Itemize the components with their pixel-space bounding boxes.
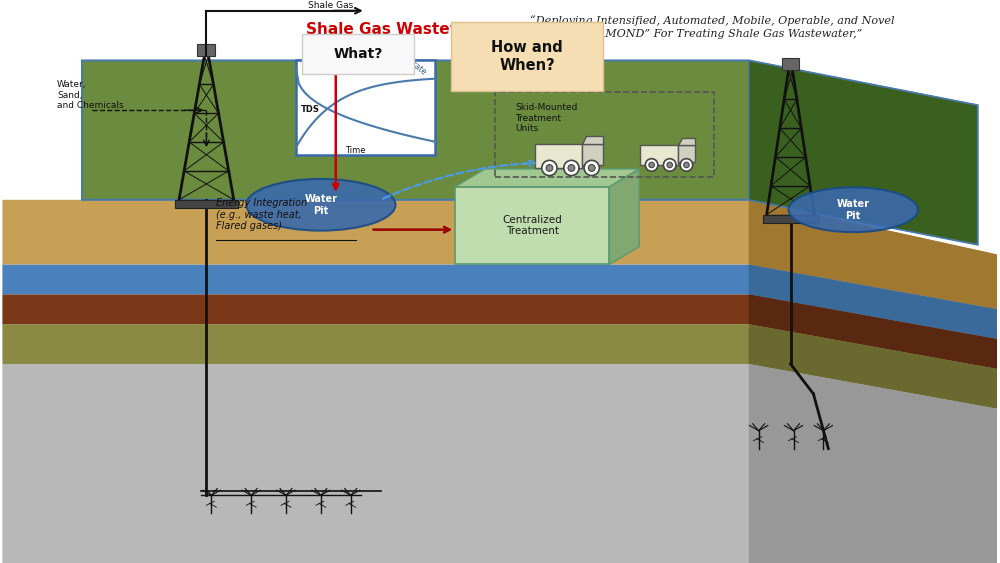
Ellipse shape: [568, 164, 575, 171]
Text: How and
When?: How and When?: [491, 41, 563, 73]
Ellipse shape: [663, 159, 676, 171]
Text: Energy Integration
(e.g., waste heat,
Flared gases): Energy Integration (e.g., waste heat, Fl…: [216, 198, 308, 231]
Polygon shape: [2, 200, 997, 309]
Polygon shape: [455, 169, 639, 187]
Ellipse shape: [246, 179, 395, 231]
Polygon shape: [749, 324, 997, 409]
Polygon shape: [582, 136, 603, 144]
FancyBboxPatch shape: [302, 34, 414, 74]
Ellipse shape: [564, 160, 579, 176]
Bar: [197, 43, 215, 56]
Polygon shape: [2, 265, 997, 339]
Bar: [678, 145, 695, 162]
Polygon shape: [82, 60, 978, 244]
Bar: [640, 145, 678, 165]
Ellipse shape: [542, 160, 557, 176]
Ellipse shape: [546, 164, 553, 171]
Bar: [582, 144, 603, 164]
Bar: [535, 144, 582, 168]
Polygon shape: [678, 138, 695, 145]
Polygon shape: [749, 265, 997, 339]
Text: Shale Gas Wastewater: Shale Gas Wastewater: [306, 21, 499, 37]
Bar: [175, 200, 238, 208]
FancyBboxPatch shape: [451, 21, 603, 91]
Text: Flowrate: Flowrate: [396, 49, 428, 77]
Bar: [455, 187, 609, 265]
Polygon shape: [749, 60, 978, 244]
Polygon shape: [749, 200, 997, 309]
Ellipse shape: [789, 187, 918, 232]
Text: Time: Time: [345, 146, 365, 155]
Text: Water,
Sand,
and Chemicals: Water, Sand, and Chemicals: [57, 81, 124, 110]
Bar: [782, 59, 799, 70]
Text: What?: What?: [333, 47, 383, 61]
Bar: [296, 60, 435, 155]
Text: Centralized
Treatment: Centralized Treatment: [502, 215, 562, 236]
Polygon shape: [749, 364, 997, 563]
Polygon shape: [749, 294, 997, 369]
Ellipse shape: [588, 164, 595, 171]
Text: Water
Pit: Water Pit: [837, 199, 870, 221]
Ellipse shape: [667, 162, 672, 168]
Ellipse shape: [649, 162, 654, 168]
Ellipse shape: [584, 160, 599, 176]
Polygon shape: [2, 364, 997, 563]
Polygon shape: [609, 169, 639, 265]
Text: Shale Gas: Shale Gas: [308, 1, 353, 10]
Ellipse shape: [645, 159, 658, 171]
Text: “Deploying Intensified, Automated, Mobile, Operable, and Novel
Designs “DIAMOND”: “Deploying Intensified, Automated, Mobil…: [530, 16, 894, 39]
Ellipse shape: [684, 162, 689, 168]
Bar: [763, 215, 818, 223]
Polygon shape: [2, 324, 997, 409]
Text: Water
Pit: Water Pit: [304, 194, 337, 216]
Text: TDS: TDS: [301, 105, 320, 114]
Text: Skid-Mounted
Treatment
Units: Skid-Mounted Treatment Units: [515, 103, 577, 133]
Ellipse shape: [680, 159, 693, 171]
Polygon shape: [2, 294, 997, 369]
